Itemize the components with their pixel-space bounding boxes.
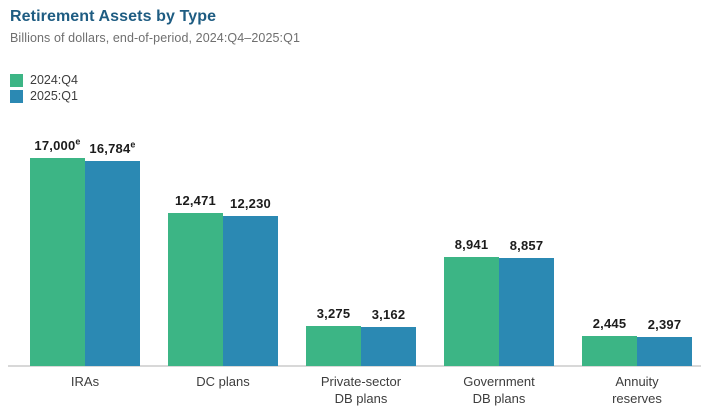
bar-2025q1	[499, 257, 554, 366]
value-label: 3,275	[316, 305, 351, 321]
legend-swatch-2024q4	[10, 73, 23, 87]
chart-title: Retirement Assets by Type	[10, 8, 217, 25]
chart-subtitle: Billions of dollars, end-of-period, 2024…	[10, 31, 300, 45]
category-label: Government DB plans	[463, 374, 535, 406]
category-label: Private-sector DB plans	[320, 374, 402, 406]
category-label: IRAs	[70, 374, 100, 389]
bar-2025q1	[361, 327, 416, 366]
bar-2025q1	[223, 216, 278, 366]
bar-group: 2,445 2,397 Annuity reserves	[582, 128, 692, 406]
bar-2024q4	[582, 336, 637, 366]
value-label: 8,857	[509, 237, 544, 253]
value-label: 2,397	[647, 316, 682, 332]
value-label: 12,471	[175, 193, 216, 209]
value-label: 2,445	[592, 316, 627, 332]
value-label: 16,784e	[89, 139, 136, 156]
value-label: 17,000e	[34, 136, 81, 153]
legend-item-2025q1: 2025:Q1	[10, 88, 78, 104]
plot-area: 17,000e 16,784e IRAs 12,471 12,230 DC plans 3,…	[0, 128, 705, 406]
legend-swatch-2025q1	[10, 89, 23, 103]
bar-group: 17,000e 16,784e IRAs	[30, 128, 140, 389]
bar-2024q4	[444, 256, 499, 366]
estimate-flag: e	[130, 139, 136, 150]
bar-group: 8,941 8,857 Government DB plans	[444, 128, 554, 406]
bar-2024q4	[30, 158, 85, 366]
legend-label-2024q4: 2024:Q4	[30, 73, 78, 87]
legend-label-2025q1: 2025:Q1	[30, 89, 78, 103]
category-label: DC plans	[196, 374, 250, 389]
value-label: 8,941	[454, 236, 489, 252]
category-label: Annuity reserves	[612, 374, 662, 406]
x-axis-line	[8, 365, 701, 367]
bar-2024q4	[306, 325, 361, 366]
bar-2024q4	[168, 213, 223, 366]
value-label: 12,230	[230, 196, 271, 212]
bar-2025q1	[637, 336, 692, 366]
legend: 2024:Q4 2025:Q1	[10, 72, 78, 104]
value-label: 3,162	[371, 307, 406, 323]
bar-group: 12,471 12,230 DC plans	[168, 128, 278, 389]
bar-group: 3,275 3,162 Private-sector DB plans	[306, 128, 416, 406]
bar-2025q1	[85, 160, 140, 366]
estimate-flag: e	[75, 136, 81, 147]
legend-item-2024q4: 2024:Q4	[10, 72, 78, 88]
